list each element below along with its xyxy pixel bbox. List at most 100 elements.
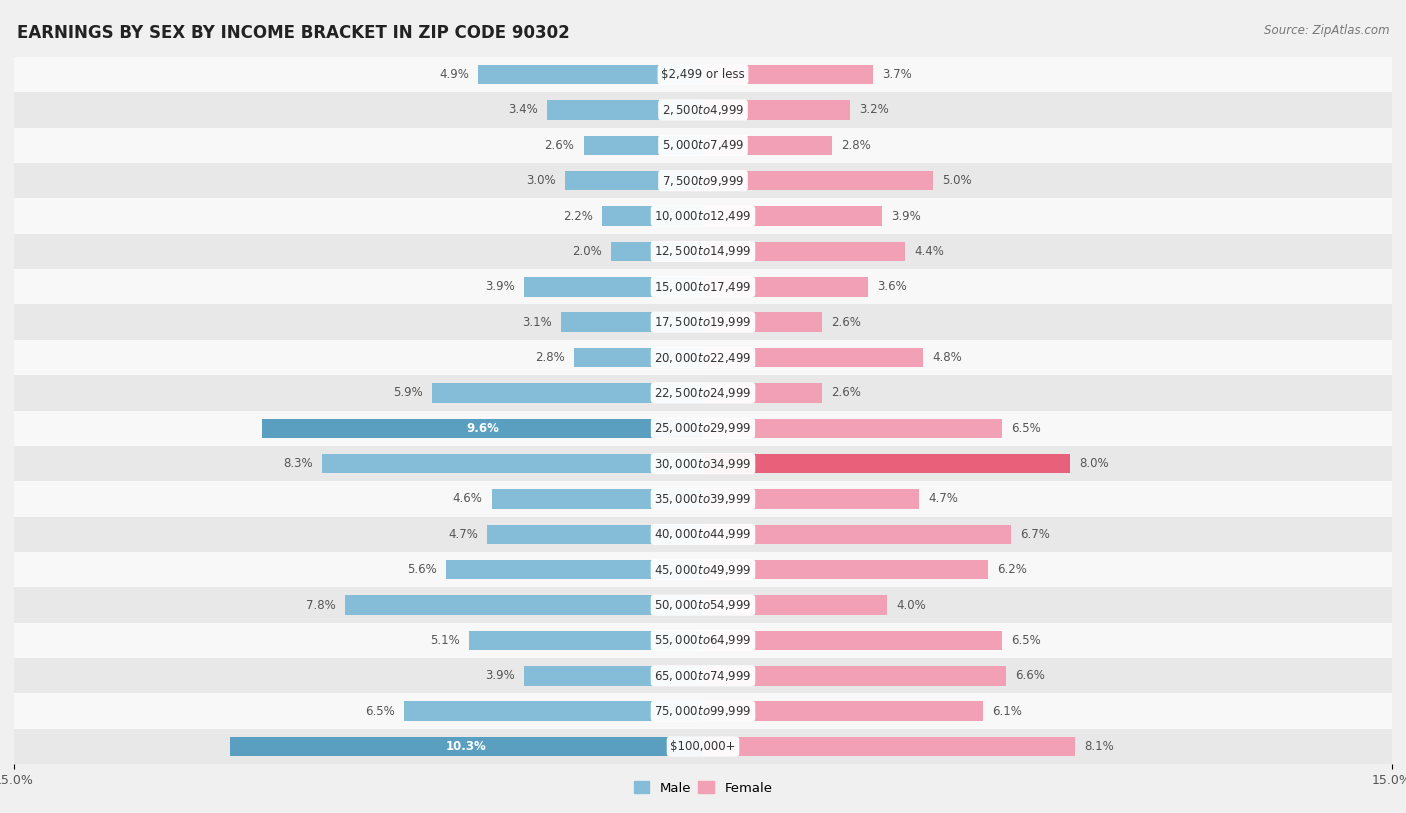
Text: $50,000 to $54,999: $50,000 to $54,999 [654, 598, 752, 612]
Text: $5,000 to $7,499: $5,000 to $7,499 [662, 138, 744, 152]
Bar [14, 233, 1392, 269]
Bar [14, 411, 1392, 446]
Text: $17,500 to $19,999: $17,500 to $19,999 [654, 315, 752, 329]
Bar [703, 595, 887, 615]
Text: 6.5%: 6.5% [1011, 634, 1040, 647]
Bar [703, 666, 1007, 685]
Bar [547, 100, 703, 120]
Text: $40,000 to $44,999: $40,000 to $44,999 [654, 528, 752, 541]
Bar [602, 207, 703, 226]
Bar [703, 241, 905, 261]
Bar [703, 65, 873, 85]
Bar [612, 241, 703, 261]
Text: $30,000 to $34,999: $30,000 to $34,999 [654, 457, 752, 471]
Text: 6.1%: 6.1% [993, 705, 1022, 718]
Bar [14, 446, 1392, 481]
Bar [14, 552, 1392, 587]
Bar [703, 171, 932, 190]
Text: 3.7%: 3.7% [882, 68, 912, 81]
Text: 4.0%: 4.0% [896, 598, 925, 611]
Bar [524, 666, 703, 685]
Bar [14, 623, 1392, 658]
Text: 6.5%: 6.5% [1011, 422, 1040, 435]
Text: EARNINGS BY SEX BY INCOME BRACKET IN ZIP CODE 90302: EARNINGS BY SEX BY INCOME BRACKET IN ZIP… [17, 24, 569, 42]
Legend: Male, Female: Male, Female [628, 776, 778, 800]
Text: 8.1%: 8.1% [1084, 740, 1114, 753]
Text: $45,000 to $49,999: $45,000 to $49,999 [654, 563, 752, 576]
Text: $10,000 to $12,499: $10,000 to $12,499 [654, 209, 752, 223]
Bar [14, 517, 1392, 552]
Text: 5.9%: 5.9% [394, 386, 423, 399]
Text: $75,000 to $99,999: $75,000 to $99,999 [654, 704, 752, 718]
Text: $2,500 to $4,999: $2,500 to $4,999 [662, 103, 744, 117]
Bar [14, 163, 1392, 198]
Bar [524, 277, 703, 297]
Bar [14, 340, 1392, 375]
Bar [703, 737, 1076, 756]
Text: 10.3%: 10.3% [446, 740, 486, 753]
Bar [14, 57, 1392, 92]
Bar [14, 269, 1392, 304]
Bar [703, 524, 1011, 544]
Text: 4.7%: 4.7% [928, 493, 957, 506]
Text: $2,499 or less: $2,499 or less [661, 68, 745, 81]
Text: 2.6%: 2.6% [831, 315, 862, 328]
Text: $65,000 to $74,999: $65,000 to $74,999 [654, 669, 752, 683]
Text: 8.0%: 8.0% [1080, 457, 1109, 470]
Bar [703, 136, 831, 155]
Bar [231, 737, 703, 756]
Text: 6.2%: 6.2% [997, 563, 1026, 576]
Text: $35,000 to $39,999: $35,000 to $39,999 [654, 492, 752, 506]
Text: Source: ZipAtlas.com: Source: ZipAtlas.com [1264, 24, 1389, 37]
Bar [703, 277, 869, 297]
Bar [703, 702, 983, 721]
Bar [703, 100, 851, 120]
Bar [14, 198, 1392, 233]
Bar [486, 524, 703, 544]
Text: 2.6%: 2.6% [544, 139, 575, 152]
Bar [14, 729, 1392, 764]
Bar [703, 348, 924, 367]
Bar [703, 631, 1001, 650]
Bar [703, 560, 988, 580]
Text: 3.1%: 3.1% [522, 315, 551, 328]
Bar [344, 595, 703, 615]
Text: 4.7%: 4.7% [449, 528, 478, 541]
Bar [703, 489, 920, 509]
Bar [432, 383, 703, 402]
Text: 2.6%: 2.6% [831, 386, 862, 399]
Bar [14, 128, 1392, 163]
Bar [478, 65, 703, 85]
Bar [703, 383, 823, 402]
Bar [703, 454, 1070, 473]
Text: 2.8%: 2.8% [536, 351, 565, 364]
Text: $25,000 to $29,999: $25,000 to $29,999 [654, 421, 752, 435]
Bar [14, 693, 1392, 729]
Bar [492, 489, 703, 509]
Bar [262, 419, 703, 438]
Text: $15,000 to $17,499: $15,000 to $17,499 [654, 280, 752, 293]
Bar [14, 375, 1392, 411]
Text: 4.9%: 4.9% [439, 68, 468, 81]
Bar [322, 454, 703, 473]
Bar [405, 702, 703, 721]
Text: $12,500 to $14,999: $12,500 to $14,999 [654, 245, 752, 259]
Bar [14, 587, 1392, 623]
Bar [561, 312, 703, 332]
Text: 2.2%: 2.2% [562, 210, 593, 223]
Bar [583, 136, 703, 155]
Text: 5.1%: 5.1% [430, 634, 460, 647]
Text: 3.9%: 3.9% [485, 669, 515, 682]
Text: 4.8%: 4.8% [932, 351, 962, 364]
Text: 8.3%: 8.3% [283, 457, 312, 470]
Bar [446, 560, 703, 580]
Text: 3.9%: 3.9% [891, 210, 921, 223]
Text: 6.5%: 6.5% [366, 705, 395, 718]
Bar [703, 419, 1001, 438]
Text: 6.6%: 6.6% [1015, 669, 1045, 682]
Text: 4.4%: 4.4% [914, 245, 945, 258]
Text: 3.0%: 3.0% [526, 174, 555, 187]
Text: 3.6%: 3.6% [877, 280, 907, 293]
Text: 3.2%: 3.2% [859, 103, 889, 116]
Bar [468, 631, 703, 650]
